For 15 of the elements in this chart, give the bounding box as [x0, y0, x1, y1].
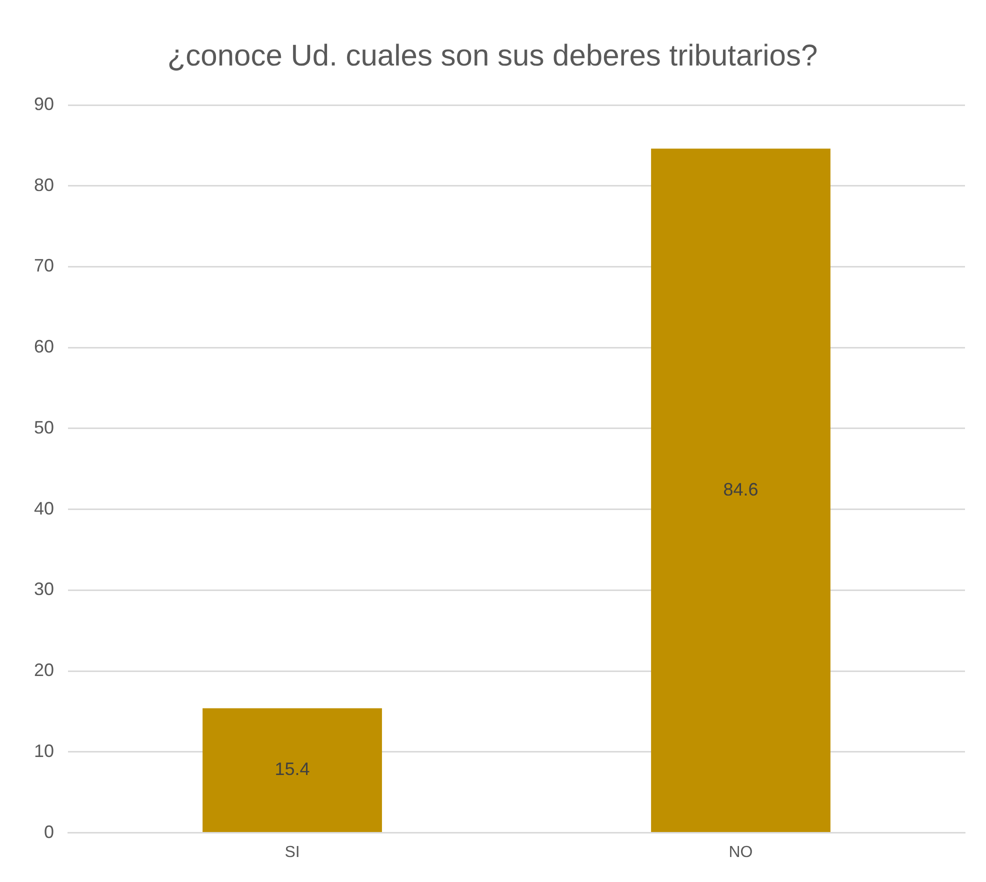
- y-tick-label: 60: [34, 336, 54, 357]
- y-tick-label: 0: [44, 822, 54, 842]
- y-tick-label: 70: [34, 256, 54, 276]
- x-tick-label: NO: [728, 844, 753, 861]
- data-label: 84.6: [723, 479, 758, 500]
- x-tick-label: SI: [284, 844, 300, 861]
- y-tick-label: 10: [34, 740, 54, 761]
- y-tick-label: 90: [34, 94, 54, 114]
- y-tick-label: 30: [34, 579, 54, 600]
- y-tick-label: 40: [34, 498, 54, 518]
- chart-title: ¿conoce Ud. cuales son sus deberes tributarios?: [167, 39, 818, 72]
- y-tick-label: 50: [34, 417, 54, 438]
- y-tick-label: 80: [34, 174, 54, 195]
- data-label: 15.4: [274, 759, 310, 780]
- y-tick-label: 20: [34, 660, 54, 680]
